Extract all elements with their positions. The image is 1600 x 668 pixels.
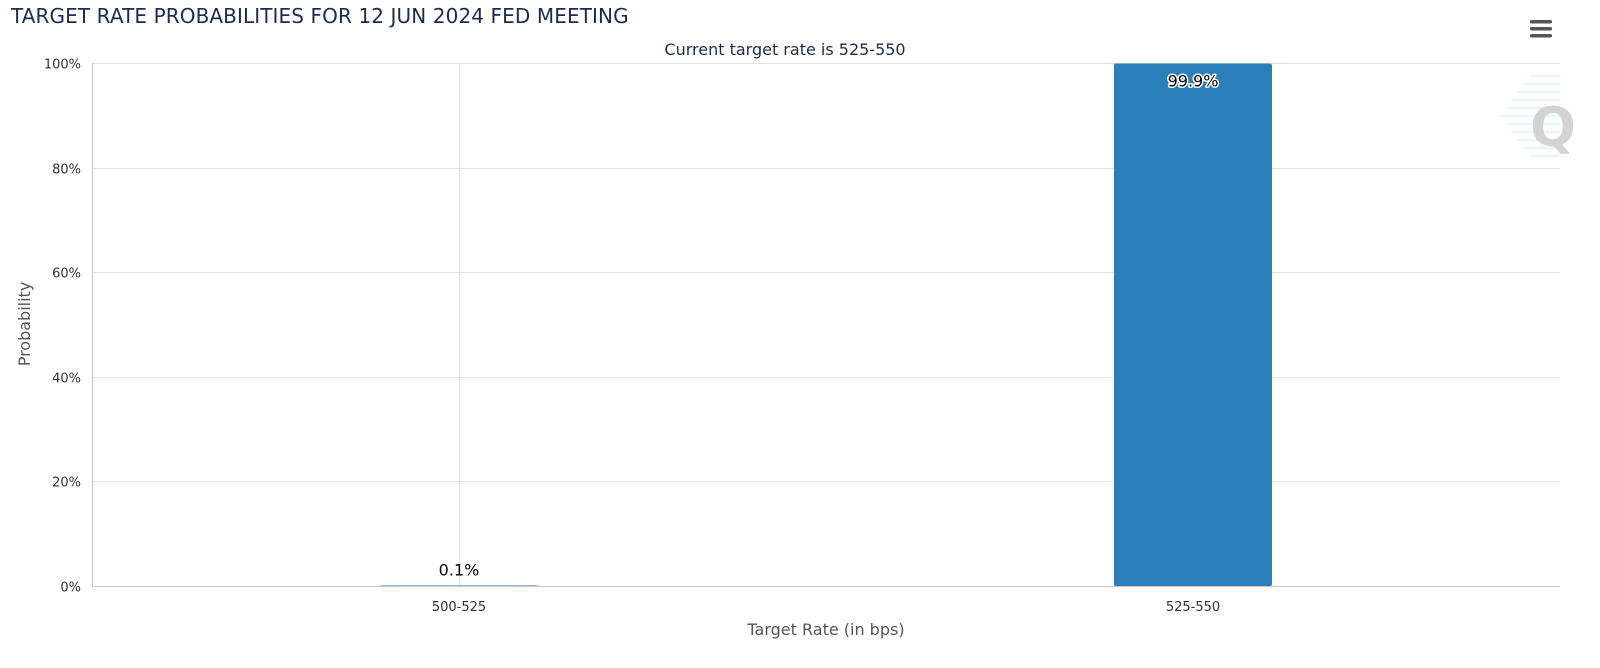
x-tick-label: 525-550 bbox=[1166, 600, 1220, 615]
x-tick-label: 500-525 bbox=[432, 600, 486, 615]
bar-525-550 bbox=[1114, 63, 1272, 586]
axes: 0% 20% 40% 60% 80% 100% 500-525 525-550 bbox=[44, 58, 1560, 615]
y-tick-label: 100% bbox=[44, 58, 81, 73]
bar-500-525 bbox=[380, 585, 538, 586]
grid-lines bbox=[92, 63, 1560, 586]
data-label: 99.9% bbox=[1168, 72, 1219, 91]
y-tick-label: 0% bbox=[60, 581, 81, 596]
y-tick-label: 60% bbox=[52, 267, 81, 282]
y-tick-label: 40% bbox=[52, 372, 81, 387]
q-logo-icon: Q bbox=[1500, 75, 1576, 159]
data-labels: 0.1% 99.9% bbox=[437, 70, 1220, 581]
svg-text:Q: Q bbox=[1530, 96, 1576, 159]
y-tick-label: 80% bbox=[52, 163, 81, 178]
x-axis-title: Target Rate (in bps) bbox=[746, 620, 904, 639]
data-label: 0.1% bbox=[439, 560, 480, 579]
y-axis-title: Probability bbox=[15, 282, 34, 367]
y-tick-label: 20% bbox=[52, 476, 81, 491]
bar-series bbox=[380, 63, 1272, 586]
chart-subtitle: Current target rate is 525-550 bbox=[664, 40, 905, 59]
chart-title: TARGET RATE PROBABILITIES FOR 12 JUN 202… bbox=[11, 4, 629, 28]
hamburger-menu-icon[interactable] bbox=[1528, 16, 1554, 42]
